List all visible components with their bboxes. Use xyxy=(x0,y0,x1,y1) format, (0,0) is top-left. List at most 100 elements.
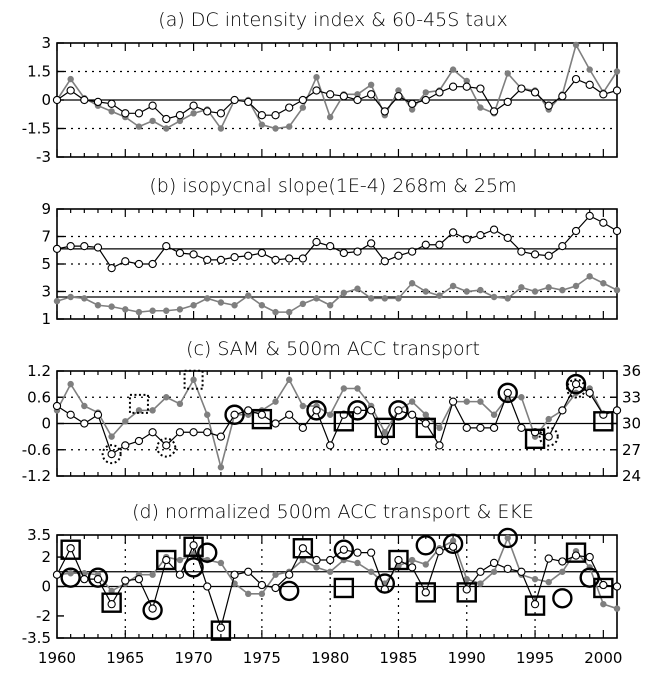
data-point xyxy=(353,548,362,557)
y-tick-label: 3 xyxy=(41,34,51,52)
circle-marker xyxy=(183,557,204,578)
data-point xyxy=(407,247,417,256)
circle-marker xyxy=(60,567,81,588)
data-point xyxy=(134,436,144,446)
square-marker xyxy=(156,549,177,571)
circle-marker xyxy=(101,444,122,465)
data-point xyxy=(299,402,307,410)
data-point xyxy=(148,604,157,613)
data-point xyxy=(298,95,308,105)
data-point xyxy=(381,295,389,302)
data-point xyxy=(407,99,417,108)
data-point xyxy=(395,87,402,94)
data-point xyxy=(285,410,294,419)
y-tick-label: 1.2 xyxy=(27,362,51,380)
data-point xyxy=(503,564,512,573)
circle-marker xyxy=(579,567,600,588)
data-point xyxy=(463,77,470,85)
data-point xyxy=(599,580,608,590)
data-point xyxy=(271,255,280,265)
data-point xyxy=(258,121,266,128)
data-point xyxy=(462,585,471,594)
data-point xyxy=(394,92,403,101)
data-point xyxy=(422,288,429,295)
data-point xyxy=(448,542,458,551)
data-point xyxy=(272,398,279,405)
data-point xyxy=(312,406,321,415)
data-point xyxy=(272,571,279,578)
data-point xyxy=(462,235,471,244)
circle-marker xyxy=(374,573,396,594)
data-point xyxy=(162,441,171,450)
data-point xyxy=(107,263,116,273)
data-point xyxy=(340,289,348,297)
y-tick-label: 3.5 xyxy=(27,526,51,544)
data-point xyxy=(148,428,157,437)
y-tick-label: 1 xyxy=(41,310,51,328)
data-point xyxy=(272,125,279,132)
square-marker xyxy=(593,577,614,599)
circle-marker xyxy=(497,382,518,404)
data-point xyxy=(503,388,512,398)
data-point xyxy=(381,429,389,436)
data-point xyxy=(107,99,116,108)
data-point xyxy=(189,101,198,110)
data-point xyxy=(216,432,226,441)
data-point xyxy=(585,552,594,562)
data-point xyxy=(244,406,253,415)
y-tick-label: -3.5 xyxy=(22,629,51,647)
data-point xyxy=(613,68,621,75)
data-point xyxy=(312,555,321,565)
data-point xyxy=(149,407,156,414)
data-point xyxy=(436,424,443,432)
data-point xyxy=(366,90,376,99)
data-point xyxy=(504,534,511,542)
x-tick-label: 1975 xyxy=(243,649,281,667)
data-point xyxy=(326,241,335,251)
data-point xyxy=(517,423,526,433)
data-point xyxy=(531,288,539,295)
x-tick-label: 1980 xyxy=(311,649,349,667)
data-point xyxy=(366,406,376,415)
data-point xyxy=(203,582,212,591)
data-point xyxy=(449,282,457,290)
data-point xyxy=(53,297,61,305)
data-point xyxy=(586,66,593,73)
data-point xyxy=(298,254,308,263)
data-point xyxy=(463,288,470,295)
data-point xyxy=(163,125,170,132)
y2-tick-label: 36 xyxy=(622,362,641,380)
data-point xyxy=(80,241,89,251)
data-point xyxy=(612,226,622,236)
data-point xyxy=(612,582,622,591)
data-point xyxy=(108,303,115,310)
data-point xyxy=(216,255,226,265)
data-point xyxy=(558,406,567,415)
square-marker xyxy=(524,595,546,616)
data-point xyxy=(299,104,307,111)
data-point xyxy=(80,574,89,584)
data-point xyxy=(258,302,266,309)
data-point xyxy=(504,70,511,77)
data-point xyxy=(421,95,430,105)
y-tick-label: 0 xyxy=(41,91,51,109)
data-point xyxy=(204,411,211,418)
y2-tick-label: 30 xyxy=(622,415,641,433)
square-marker xyxy=(415,417,436,439)
data-point xyxy=(380,107,389,116)
data-point xyxy=(517,247,526,256)
data-point xyxy=(326,302,334,309)
square-marker xyxy=(374,417,396,439)
data-point xyxy=(476,567,485,576)
data-point xyxy=(204,295,211,302)
data-point xyxy=(586,273,593,280)
data-point xyxy=(463,575,470,583)
data-point xyxy=(216,623,226,632)
series-line xyxy=(56,215,618,269)
data-point xyxy=(94,302,102,309)
square-marker xyxy=(183,536,204,557)
data-point xyxy=(257,580,267,590)
data-point xyxy=(148,101,157,110)
data-point xyxy=(80,95,89,105)
data-point xyxy=(244,251,253,260)
